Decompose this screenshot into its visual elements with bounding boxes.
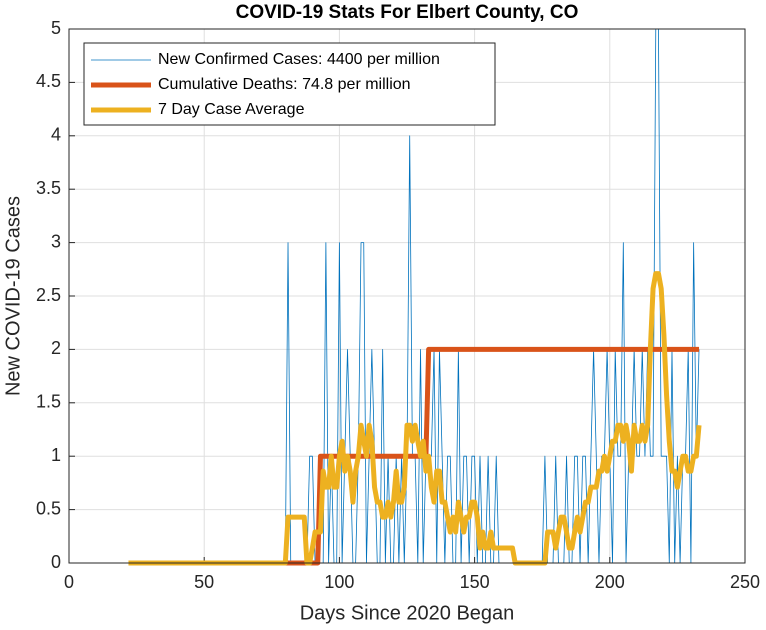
y-tick-label: 1.5 <box>36 392 61 412</box>
y-tick-label: 4.5 <box>36 71 61 91</box>
x-tick-label: 0 <box>64 572 74 592</box>
y-tick-label: 0 <box>51 552 61 572</box>
legend-label: Cumulative Deaths: 74.8 per million <box>158 76 411 93</box>
y-tick-label: 1 <box>51 445 61 465</box>
y-tick-label: 4 <box>51 125 61 145</box>
y-tick-label: 3.5 <box>36 178 61 198</box>
x-tick-label: 150 <box>460 572 490 592</box>
axes-box <box>68 28 746 564</box>
x-tick-label: 250 <box>730 572 760 592</box>
x-tick-label: 50 <box>194 572 214 592</box>
legend-box <box>83 42 496 126</box>
y-tick-label: 5 <box>51 18 61 38</box>
legend-label: 7 Day Case Average <box>158 101 305 118</box>
x-tick-label: 100 <box>324 572 354 592</box>
y-tick-label: 2.5 <box>36 285 61 305</box>
y-axis-label: New COVID-19 Cases <box>2 196 24 396</box>
chart-title: COVID-19 Stats For Elbert County, CO <box>236 2 579 23</box>
y-tick-label: 0.5 <box>36 498 61 518</box>
y-tick-label: 2 <box>51 338 61 358</box>
legend-label: New Confirmed Cases: 4400 per million <box>158 51 440 68</box>
y-tick-label: 3 <box>51 231 61 251</box>
x-axis-label: Days Since 2020 Began <box>300 602 515 624</box>
x-tick-label: 200 <box>595 572 625 592</box>
